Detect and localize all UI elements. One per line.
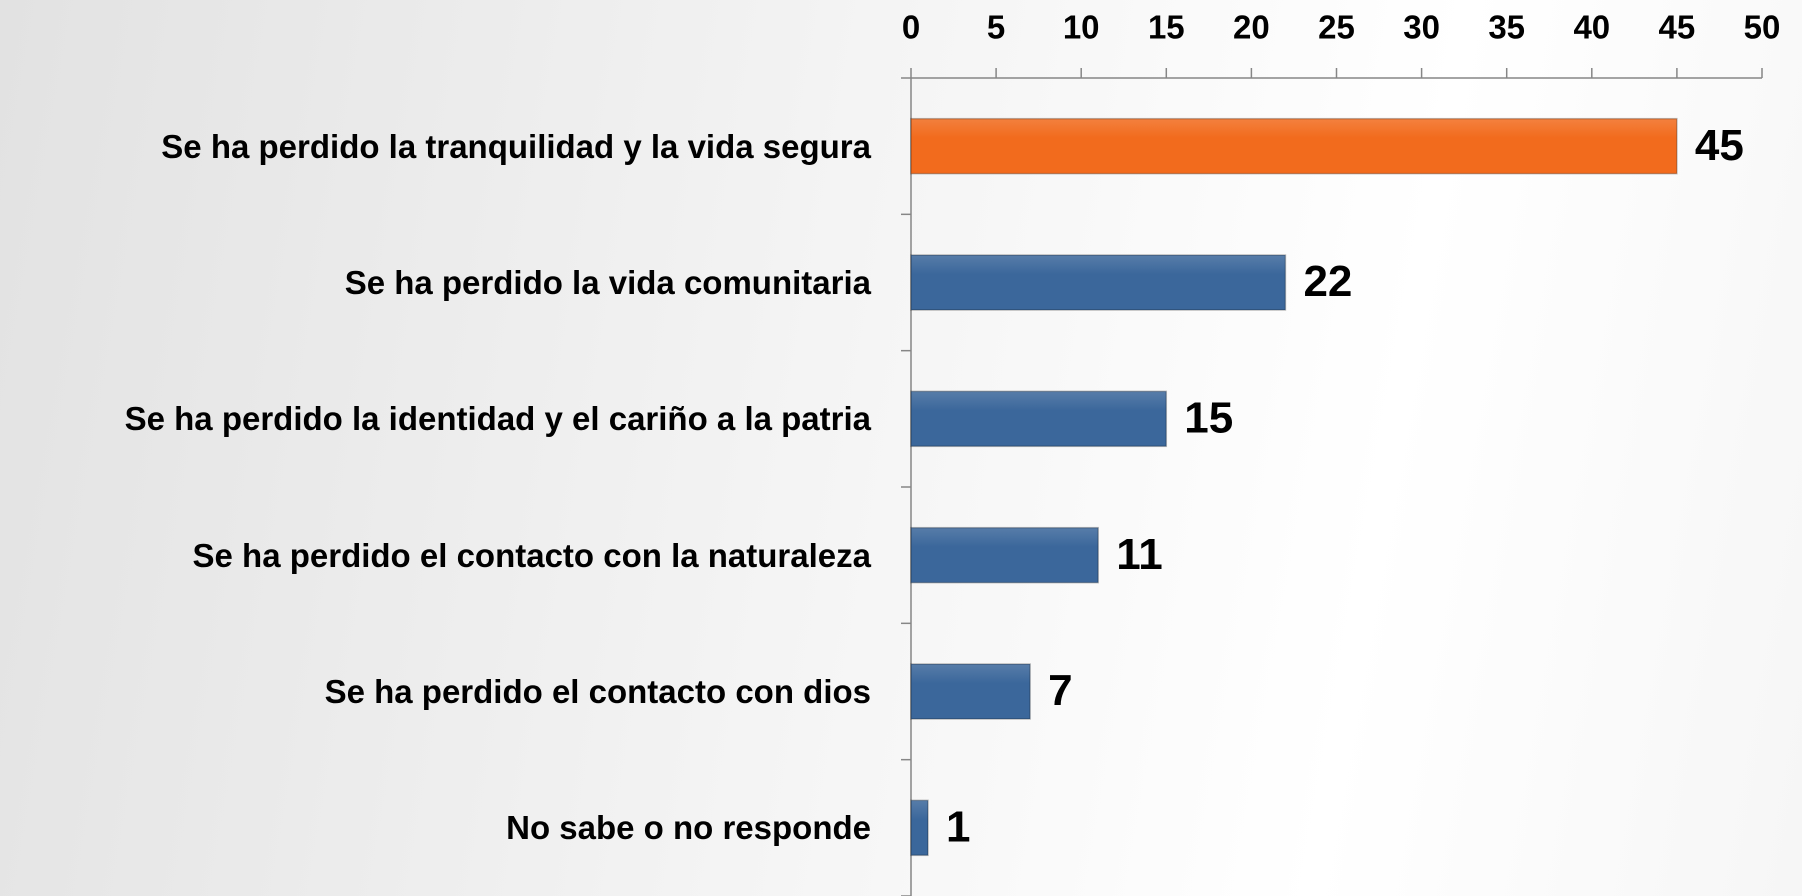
value-label: 45 <box>1695 121 1744 170</box>
x-tick-label: 20 <box>1233 9 1270 46</box>
y-tick-label: Se ha perdido el contacto con la natural… <box>192 536 872 574</box>
y-tick-label: Se ha perdido el contacto con dios <box>324 672 871 710</box>
x-tick-label: 40 <box>1573 9 1610 46</box>
value-label: 1 <box>946 802 970 851</box>
category-label-box: Se ha perdido el contacto con dios <box>0 623 871 759</box>
value-label: 11 <box>1116 530 1163 579</box>
category-label-box: No sabe o no responde <box>0 760 871 896</box>
bar <box>910 390 1168 448</box>
bar <box>910 254 1287 311</box>
x-tick-label: 30 <box>1403 9 1440 46</box>
category-label-box: Se ha perdido el contacto con la natural… <box>0 487 872 623</box>
y-tick-label: Se ha perdido la tranquilidad y la vida … <box>161 127 871 165</box>
x-tick-label: 50 <box>1744 9 1781 46</box>
value-label: 22 <box>1303 257 1352 306</box>
y-tick-label: Se ha perdido la identidad y el cariño a… <box>124 400 871 438</box>
x-tick-label: 45 <box>1659 9 1696 46</box>
x-tick-label: 25 <box>1318 9 1355 46</box>
category-label-box: Se ha perdido la tranquilidad y la vida … <box>0 78 871 214</box>
x-tick-label: 0 <box>902 9 920 46</box>
x-tick-label: 5 <box>987 9 1005 46</box>
x-tick-label: 15 <box>1148 9 1185 46</box>
bar <box>910 117 1678 175</box>
bar <box>910 526 1099 584</box>
bar <box>910 663 1031 720</box>
y-tick-label: Se ha perdido la vida comunitaria <box>344 263 871 301</box>
value-label: 15 <box>1184 393 1233 442</box>
y-tick-label: No sabe o no responde <box>506 809 871 847</box>
value-label: 7 <box>1048 666 1072 715</box>
x-tick-label: 10 <box>1063 9 1100 46</box>
category-label-box: Se ha perdido la identidad y el cariño a… <box>0 351 871 487</box>
category-label-box: Se ha perdido la vida comunitaria <box>0 214 871 350</box>
x-tick-label: 35 <box>1488 9 1525 46</box>
bar <box>910 799 929 857</box>
